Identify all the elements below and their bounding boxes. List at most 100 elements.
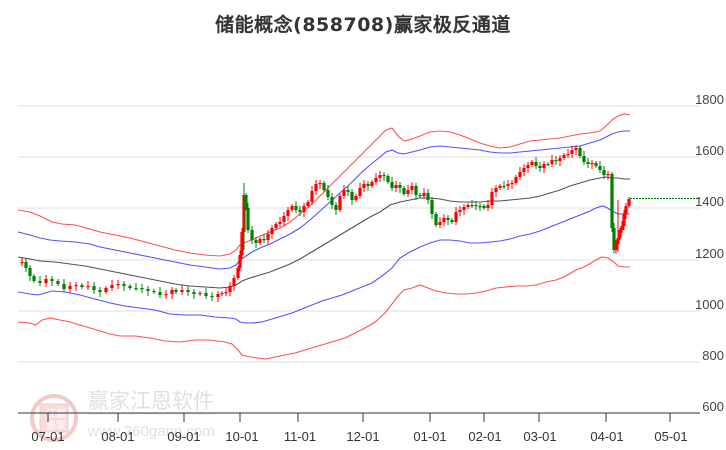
- candle-down: [140, 288, 144, 290]
- candle-down: [610, 174, 614, 228]
- candle-up: [498, 186, 502, 188]
- candle-down: [554, 160, 558, 162]
- candle-up: [240, 232, 244, 255]
- candle-down: [418, 195, 422, 197]
- candle-down: [186, 290, 190, 292]
- candle-up: [258, 239, 262, 243]
- candle-down: [50, 279, 54, 281]
- candle-down: [470, 205, 474, 207]
- x-tick-label: 08-01: [101, 429, 134, 444]
- inner-lower-band: [17, 205, 630, 324]
- candle-up: [622, 214, 626, 226]
- y-tick-label: 600: [702, 399, 724, 414]
- candle-up: [274, 224, 278, 228]
- candle-down: [594, 163, 598, 166]
- candle-down: [28, 268, 32, 276]
- candle-down: [434, 214, 438, 225]
- candle-up: [522, 168, 526, 172]
- candle-up: [422, 193, 426, 196]
- candlesticks: [20, 145, 631, 302]
- candle-up: [378, 175, 382, 178]
- candle-up: [558, 158, 562, 161]
- watermark-url: www.360gann.com: [87, 423, 215, 440]
- candle-up: [606, 174, 610, 176]
- candle-up: [44, 279, 48, 283]
- candle-down: [174, 290, 178, 292]
- candle-up: [362, 184, 366, 188]
- candle-up: [110, 285, 114, 288]
- candle-up: [104, 288, 108, 292]
- candle-down: [402, 188, 406, 194]
- candle-down: [326, 190, 330, 197]
- candle-up: [490, 192, 494, 205]
- candle-up: [180, 290, 184, 292]
- candle-down: [254, 240, 258, 243]
- y-axis: 1800 1600 1400 1200 1000 800 600: [695, 92, 724, 414]
- candle-up: [526, 165, 530, 168]
- x-tick-label: 11-01: [284, 429, 316, 444]
- candle-up: [510, 183, 514, 185]
- x-axis: 07-01 08-01 09-01 10-01 11-01 12-01 01-0…: [18, 412, 700, 444]
- candle-up: [314, 184, 318, 191]
- candle-up: [530, 162, 534, 165]
- candle-up: [282, 216, 286, 222]
- candle-up: [370, 182, 374, 186]
- candle-down: [612, 228, 616, 250]
- outer-upper-band: [17, 113, 631, 257]
- candle-down: [546, 164, 550, 166]
- candle-down: [478, 206, 482, 208]
- candle-down: [430, 200, 434, 214]
- candle-up: [627, 199, 631, 206]
- candle-up: [620, 226, 624, 230]
- candle-up: [68, 286, 72, 289]
- candle-up: [614, 244, 618, 250]
- candle-up: [198, 293, 202, 295]
- candle-up: [438, 222, 442, 225]
- candle-up: [170, 290, 174, 294]
- candle-up: [20, 262, 24, 264]
- candle-down: [244, 195, 248, 208]
- candle-up: [570, 150, 574, 154]
- x-tick-label: 02-01: [468, 429, 501, 444]
- candle-down: [534, 162, 538, 166]
- candle-up: [374, 178, 378, 182]
- candle-up: [342, 190, 346, 196]
- candle-down: [24, 262, 28, 268]
- watermark-logo-char: 恩: [46, 420, 56, 432]
- candle-up: [232, 278, 236, 286]
- candle-up: [442, 218, 446, 222]
- candle-down: [134, 288, 138, 290]
- candle-up: [494, 188, 498, 192]
- candle-up: [318, 183, 322, 185]
- candle-up: [410, 186, 414, 190]
- candle-down: [294, 206, 298, 210]
- candle-up: [518, 172, 522, 177]
- candle-down: [538, 166, 542, 168]
- x-tick-label: 10-01: [225, 429, 258, 444]
- candle-down: [382, 175, 386, 177]
- candle-up: [86, 286, 90, 288]
- grid: [18, 105, 700, 363]
- candle-up: [310, 191, 314, 202]
- candle-up: [358, 188, 362, 196]
- middle-line: [17, 176, 630, 289]
- candle-up: [618, 230, 622, 238]
- candle-down: [298, 210, 302, 212]
- candle-up: [278, 222, 282, 224]
- candle-up: [394, 185, 398, 188]
- candle-up: [462, 207, 466, 210]
- candle-up: [270, 228, 274, 234]
- candle-up: [566, 154, 570, 156]
- candle-down: [582, 156, 586, 162]
- candle-down: [598, 166, 602, 170]
- candle-down: [414, 186, 418, 195]
- candle-down: [80, 285, 84, 287]
- x-tick-label: 03-01: [523, 429, 556, 444]
- candle-up: [562, 155, 566, 158]
- candle-up: [224, 292, 228, 294]
- candle-down: [192, 292, 196, 294]
- candle-down: [250, 230, 254, 240]
- candle-up: [290, 206, 294, 210]
- x-tick-label: 07-01: [31, 429, 64, 444]
